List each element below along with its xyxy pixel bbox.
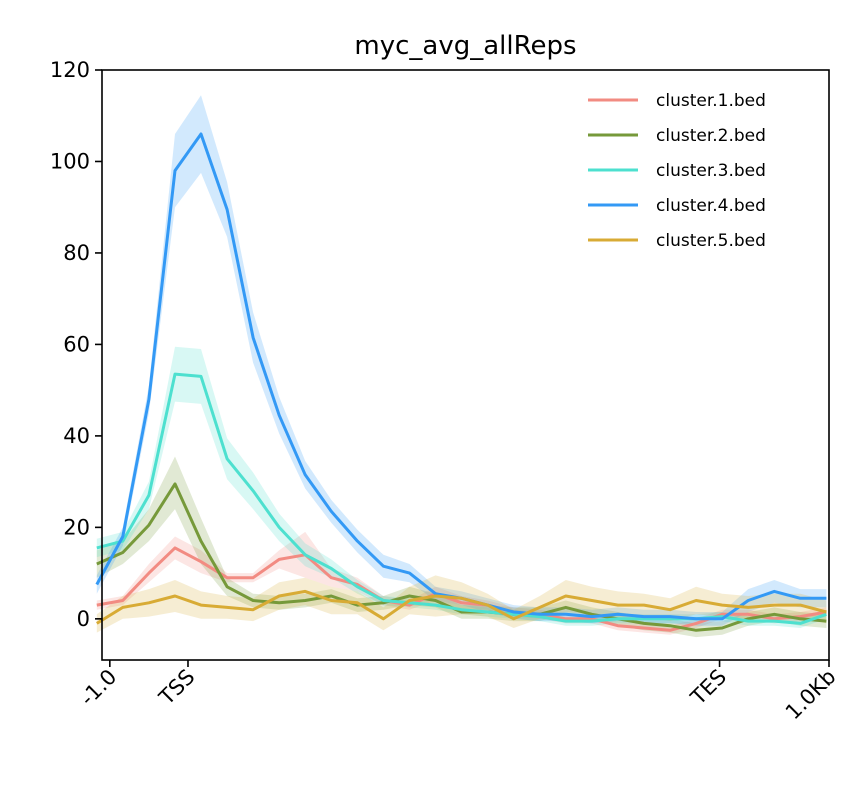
y-tick-label: 40 (63, 424, 90, 448)
legend-item-cluster-1: cluster.1.bed (588, 91, 766, 111)
y-tick-label: 120 (50, 58, 90, 82)
legend-item-cluster-5: cluster.5.bed (588, 231, 766, 251)
legend-item-cluster-4: cluster.4.bed (588, 196, 766, 216)
line-cluster-2 (96, 482, 827, 632)
plot-frame (101, 69, 830, 661)
band-cluster-3 (96, 346, 827, 628)
y-tick-label: 80 (63, 241, 90, 265)
x-axis: -1.0 TSS TES 1.0Kb (75, 660, 841, 725)
legend-label: cluster.3.bed (656, 161, 766, 181)
legend-item-cluster-2: cluster.2.bed (588, 126, 766, 146)
legend-label: cluster.5.bed (656, 231, 766, 251)
legend-item-cluster-3: cluster.3.bed (588, 161, 766, 181)
y-axis: 0 20 40 60 80 100 120 (50, 58, 102, 631)
x-tick-label: TES (686, 665, 732, 711)
chart-title: myc_avg_allReps (354, 31, 576, 61)
y-tick-label: 0 (77, 607, 90, 631)
legend: cluster.1.bed cluster.2.bed cluster.3.bed c… (588, 91, 766, 251)
y-tick-label: 100 (50, 149, 90, 173)
legend-label: cluster.1.bed (656, 91, 766, 111)
x-tick-label: 1.0Kb (781, 665, 841, 725)
y-tick-label: 20 (63, 515, 90, 539)
series-lines (95, 132, 827, 632)
legend-label: cluster.2.bed (656, 126, 766, 146)
x-tick-label: -1.0 (75, 665, 121, 711)
y-tick-label: 60 (63, 332, 90, 356)
legend-label: cluster.4.bed (656, 196, 766, 216)
band-cluster-1 (96, 531, 827, 635)
line-cluster-5 (96, 589, 827, 625)
x-tick-label: TSS (154, 665, 200, 711)
